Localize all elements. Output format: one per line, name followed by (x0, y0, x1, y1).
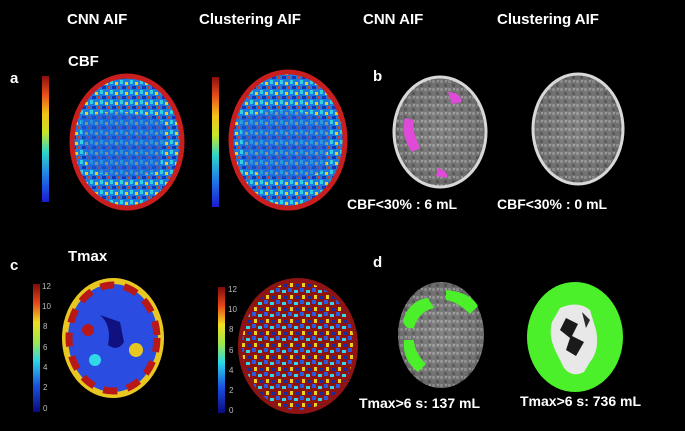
tick-label: 2 (43, 383, 48, 392)
panel-letter-c: c (10, 257, 19, 274)
tick-label: 2 (229, 386, 234, 395)
tmax-volume-clustering: Tmax>6 s: 736 mL (520, 393, 642, 409)
tick-label: 12 (42, 282, 51, 291)
tmax-lesion (403, 298, 434, 329)
cbf-volume-cnn: CBF<30% : 6 mL (347, 196, 458, 212)
tmax-lesion (403, 340, 426, 372)
cbf-map-cnn (69, 73, 185, 211)
tick-label: 6 (229, 346, 234, 355)
header-cnn-aif-left: CNN AIF (67, 11, 128, 28)
cbf-map-clustering (228, 69, 348, 211)
cbf-lesion (448, 92, 462, 104)
tmax-map-label: Tmax (68, 248, 108, 265)
tick-label: 10 (228, 305, 237, 314)
tmax-lesion (446, 290, 478, 314)
tick-label: 8 (229, 325, 234, 334)
ct-slice-cbf-clustering (531, 72, 625, 186)
tmax-colorbar-clustering (218, 287, 225, 413)
cbf-lesion (436, 168, 447, 178)
ct-slice-tmax-clustering (527, 282, 623, 392)
tick-label: 0 (229, 406, 234, 415)
cbf-lesion (403, 118, 420, 152)
tick-label: 0 (43, 404, 48, 413)
tick-label: 8 (43, 322, 48, 331)
tick-label: 12 (228, 285, 237, 294)
header-cnn-aif-right: CNN AIF (363, 11, 424, 28)
cbf-colorbar-cnn (42, 76, 49, 202)
tick-label: 4 (229, 366, 234, 375)
cbf-volume-clustering: CBF<30% : 0 mL (497, 196, 608, 212)
tmax-map-clustering (238, 278, 358, 414)
header-clustering-aif-right: Clustering AIF (497, 11, 599, 28)
cbf-colorbar-clustering (212, 77, 219, 207)
tick-label: 10 (42, 302, 51, 311)
tick-label: 6 (43, 343, 48, 352)
tmax-volume-cnn: Tmax>6 s: 137 mL (359, 395, 481, 411)
tick-label: 4 (43, 363, 48, 372)
panel-letter-b: b (373, 68, 383, 85)
cbf-map-label: CBF (68, 53, 99, 70)
tmax-colorbar-cnn (33, 284, 40, 412)
panel-letter-d: d (373, 254, 383, 271)
ct-slice-tmax-cnn (398, 282, 484, 388)
header-clustering-aif-left: Clustering AIF (199, 11, 301, 28)
ct-slice-cbf-cnn (392, 75, 488, 189)
panel-letter-a: a (10, 70, 19, 87)
tmax-map-cnn (62, 278, 164, 398)
